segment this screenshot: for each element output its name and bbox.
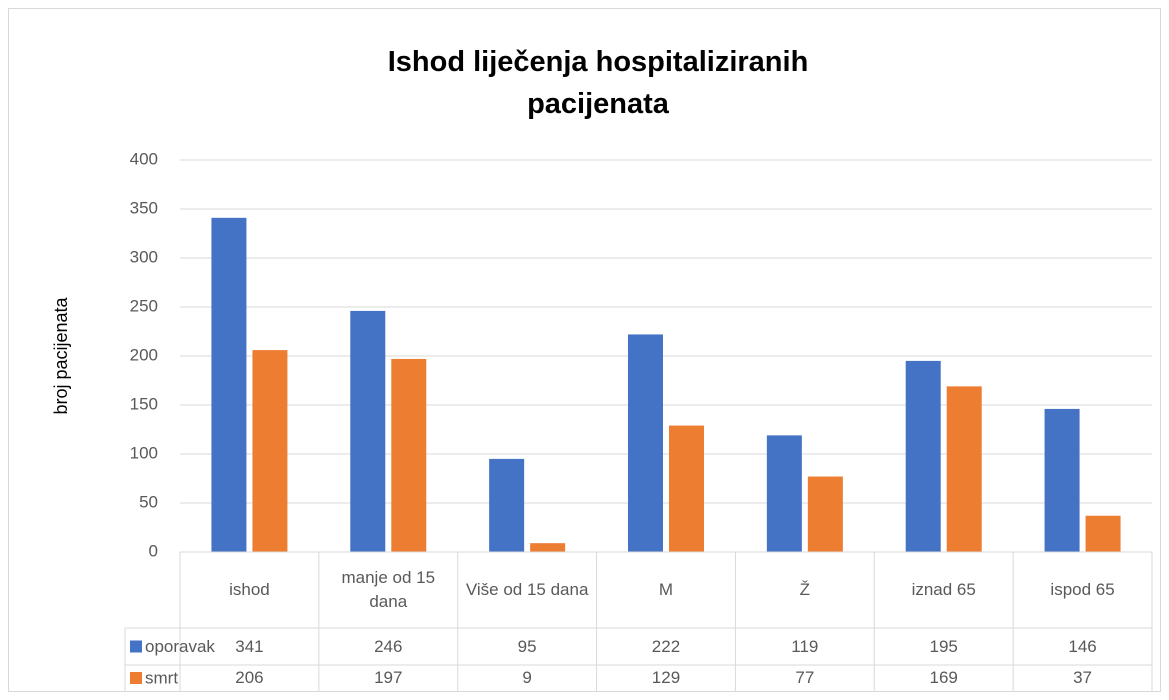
y-tick-label: 350	[130, 198, 158, 217]
bar	[1044, 408, 1080, 552]
category-label: Više od 15 dana	[465, 580, 589, 599]
table-value: 206	[235, 668, 264, 687]
bar	[391, 358, 427, 552]
bar	[905, 360, 941, 552]
category-label: iznad 65	[911, 580, 976, 599]
chart-border	[8, 8, 1161, 692]
table-value: 129	[651, 668, 681, 687]
table-value: 146	[1068, 636, 1097, 656]
category-label: ishod	[229, 580, 270, 599]
bar	[628, 334, 663, 552]
table-value: 119	[791, 636, 819, 656]
bar	[350, 310, 386, 552]
y-tick-label: 100	[130, 443, 158, 462]
legend-label: smrt	[145, 668, 178, 687]
table-value: 37	[1073, 668, 1093, 687]
legend-key	[130, 640, 142, 653]
category-label: manje od 15 dana	[341, 568, 436, 611]
table-value: 341	[235, 636, 264, 656]
bar	[946, 386, 982, 552]
table-value: 197	[374, 668, 403, 687]
y-tick-label: 50	[139, 492, 158, 511]
y-tick-label: 400	[130, 149, 158, 168]
bar	[211, 217, 247, 552]
table-value: 169	[929, 668, 958, 687]
table-value: 195	[929, 636, 958, 656]
category-label: ispod 65	[1050, 580, 1115, 599]
bar	[766, 435, 802, 552]
category-label: Ž	[799, 580, 811, 599]
bar	[1085, 515, 1121, 552]
y-tick-label: 150	[130, 394, 158, 413]
y-axis-label: broj pacijenata	[51, 296, 71, 414]
y-tick-label: 0	[149, 541, 158, 560]
bar	[669, 425, 704, 552]
category-label: M	[658, 580, 674, 599]
bar	[530, 543, 566, 552]
y-tick-label: 200	[130, 345, 158, 364]
bar	[252, 350, 288, 552]
y-tick-label: 250	[130, 296, 158, 315]
bar	[807, 476, 843, 552]
y-tick-label: 300	[130, 247, 158, 266]
chart-title: Ishod liječenja hospitaliziranih pacijena…	[388, 46, 809, 120]
table-value: 222	[651, 636, 681, 656]
legend-key	[130, 672, 142, 684]
table-value: 77	[795, 668, 815, 687]
bar	[489, 458, 525, 552]
table-value: 95	[517, 636, 537, 656]
table-value: 9	[522, 668, 532, 687]
table-value: 246	[374, 636, 403, 656]
legend-label: oporavak	[145, 637, 215, 656]
